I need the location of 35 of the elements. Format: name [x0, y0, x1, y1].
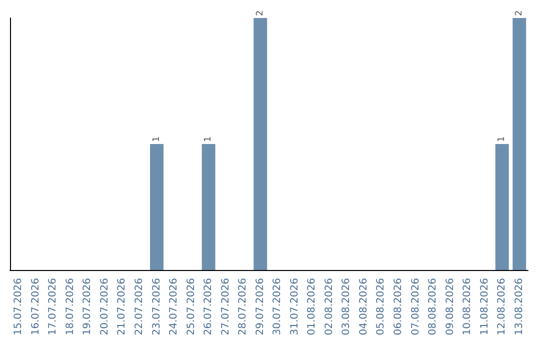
data-label: 2	[514, 10, 524, 16]
x-tick-label: 20.07.2026	[99, 278, 110, 336]
x-tick-label: 16.07.2026	[30, 278, 42, 336]
x-tick-label: 08.08.2026	[428, 278, 439, 336]
x-tick-label: 04.08.2026	[358, 278, 370, 336]
x-tick-label: 26.07.2026	[203, 278, 214, 336]
x-tick-label: 11.08.2026	[479, 278, 490, 336]
x-tick-label: 15.07.2026	[13, 278, 24, 336]
x-tick-label: 23.07.2026	[151, 278, 162, 336]
data-label: 2	[255, 10, 266, 16]
x-tick-label: 25.07.2026	[186, 278, 197, 336]
x-tick-label: 22.07.2026	[134, 278, 145, 336]
data-label: 1	[204, 136, 214, 142]
x-tick-label: 03.08.2026	[341, 278, 352, 336]
x-tick-label: 19.07.2026	[82, 278, 94, 336]
x-tick-label: 27.07.2026	[220, 278, 232, 336]
x-tick-label: 05.08.2026	[376, 278, 387, 336]
x-tick-label: 13.08.2026	[514, 278, 525, 336]
x-tick-label: 09.08.2026	[444, 278, 456, 336]
x-tick-label: 17.07.2026	[48, 278, 59, 336]
x-tick-label: 01.08.2026	[306, 278, 318, 336]
x-tick-label: 12.08.2026	[496, 278, 508, 336]
x-tick-label: 21.07.2026	[116, 278, 128, 336]
x-tick-label: 07.08.2026	[410, 278, 422, 336]
data-label: 1	[152, 136, 162, 142]
x-tick-label: 02.08.2026	[324, 278, 335, 336]
x-tick-label: 10.08.2026	[462, 278, 474, 336]
x-tick-label: 24.07.2026	[168, 278, 180, 336]
x-tick-label: 31.07.2026	[289, 278, 300, 336]
x-tick-label: 06.08.2026	[393, 278, 404, 336]
x-tick-label: 30.07.2026	[272, 278, 284, 336]
x-tick-label: 29.07.2026	[254, 278, 266, 336]
x-tick-label: 28.07.2026	[238, 278, 249, 336]
x-tick-label: 18.07.2026	[64, 278, 76, 336]
data-label: 1	[497, 136, 508, 142]
